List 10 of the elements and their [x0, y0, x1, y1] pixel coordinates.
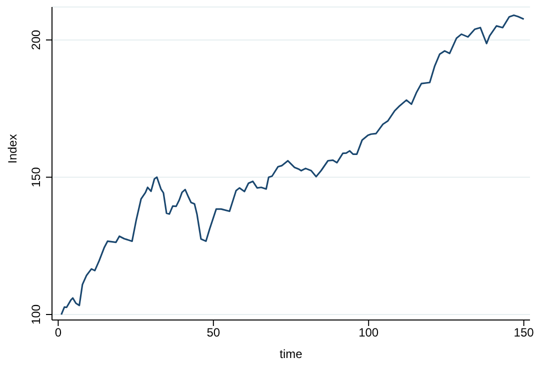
- y-tick-label: 200: [29, 30, 43, 50]
- x-tick-label: 0: [54, 326, 62, 340]
- y-tick-label: 100: [29, 304, 43, 325]
- x-tick-label: 50: [206, 326, 220, 340]
- y-axis-title: Index: [5, 134, 20, 164]
- x-tick-label: 150: [514, 326, 534, 340]
- y-tick-label: 150: [29, 166, 43, 188]
- x-tick-label: 100: [358, 326, 379, 340]
- x-axis-title: time: [280, 347, 303, 361]
- line-series: [60, 14, 525, 316]
